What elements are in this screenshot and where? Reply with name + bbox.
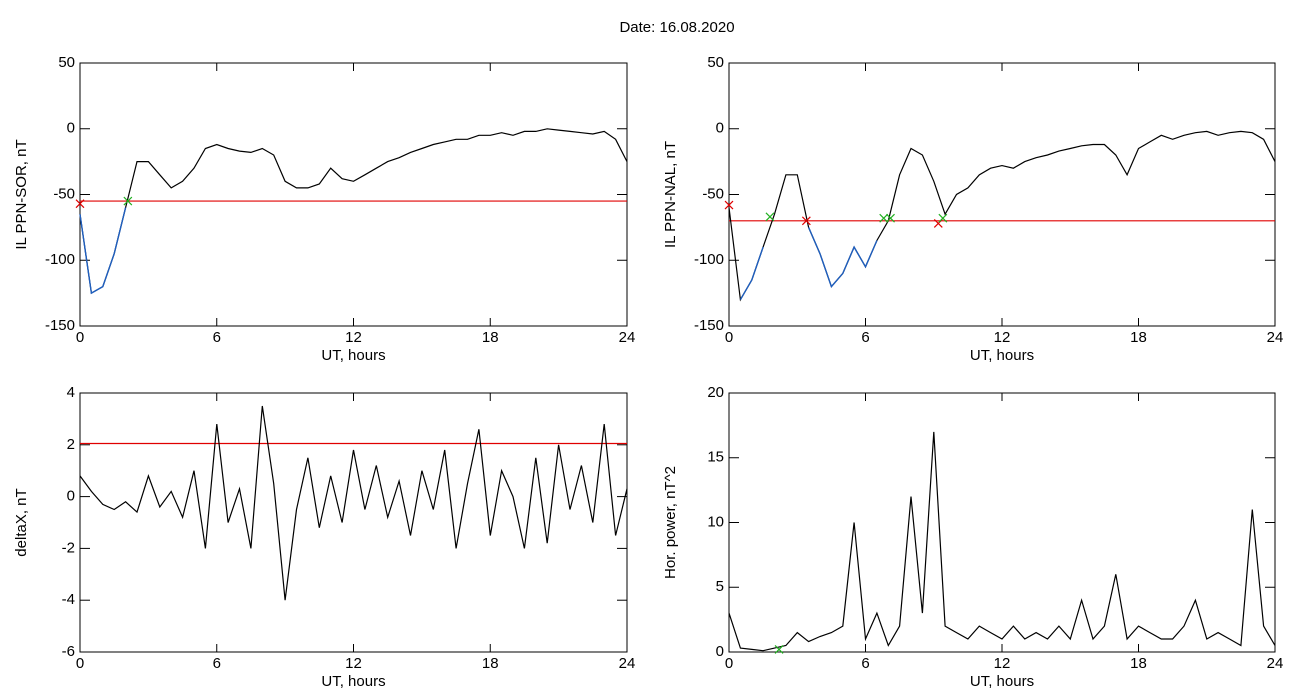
below-threshold-line [739, 246, 764, 301]
y-tick-label: 0 [716, 120, 724, 137]
figure-title: Date: 16.08.2020 [619, 19, 734, 36]
y-tick-label: -6 [62, 643, 75, 660]
x-tick-label: 6 [861, 329, 869, 346]
x-tick-label: 12 [994, 655, 1011, 672]
below-threshold-line [79, 207, 127, 295]
x-tick-label: 24 [619, 655, 636, 672]
y-axis-label: Hor. power, nT^2 [662, 466, 679, 579]
x-tick-label: 18 [1130, 655, 1147, 672]
y-tick-label: -150 [694, 317, 724, 334]
crossing-marker [774, 644, 784, 654]
x-axis-label: UT, hours [321, 347, 385, 364]
x-tick-label: 18 [482, 329, 499, 346]
y-tick-label: -2 [62, 539, 75, 556]
y-tick-label: 50 [58, 54, 75, 71]
x-tick-label: 6 [861, 655, 869, 672]
crossing-marker [123, 196, 133, 206]
y-tick-label: 5 [716, 578, 724, 595]
y-tick-label: 50 [707, 54, 724, 71]
y-tick-label: -100 [45, 251, 75, 268]
data-line [728, 431, 1276, 652]
x-tick-label: 18 [1130, 329, 1147, 346]
x-tick-label: 12 [345, 329, 362, 346]
y-tick-label: -4 [62, 591, 75, 608]
x-tick-label: 24 [619, 329, 636, 346]
x-tick-label: 12 [994, 329, 1011, 346]
y-tick-label: 10 [707, 513, 724, 530]
x-tick-label: 0 [725, 655, 733, 672]
x-tick-label: 12 [345, 655, 362, 672]
x-tick-label: 0 [76, 655, 84, 672]
crossing-marker [801, 216, 811, 226]
y-axis-label: IL PPN-SOR, nT [13, 139, 30, 249]
y-tick-label: -50 [53, 185, 75, 202]
data-line [79, 128, 628, 295]
y-axis-label: deltaX, nT [13, 488, 30, 556]
crossing-marker [938, 213, 948, 223]
y-tick-label: 0 [716, 643, 724, 660]
crossing-marker [724, 200, 734, 210]
y-tick-label: 0 [67, 120, 75, 137]
x-tick-label: 24 [1267, 329, 1284, 346]
below-threshold-line [807, 227, 878, 288]
crossing-marker [75, 199, 85, 209]
y-tick-label: -100 [694, 251, 724, 268]
y-tick-label: 4 [67, 384, 75, 401]
y-tick-label: 0 [67, 488, 75, 505]
y-tick-label: 15 [707, 449, 724, 466]
x-tick-label: 6 [213, 655, 221, 672]
crossing-marker [886, 213, 895, 223]
data-line [79, 405, 628, 601]
x-tick-label: 24 [1267, 655, 1284, 672]
x-tick-label: 6 [213, 329, 221, 346]
y-axis-label: IL PPN-NAL, nT [662, 141, 679, 248]
x-axis-label: UT, hours [321, 673, 385, 690]
x-tick-label: 18 [482, 655, 499, 672]
crossing-marker [765, 212, 775, 222]
x-tick-label: 0 [76, 329, 84, 346]
x-axis-label: UT, hours [970, 347, 1034, 364]
y-tick-label: -150 [45, 317, 75, 334]
crossing-marker [879, 213, 889, 223]
y-tick-label: 2 [67, 436, 75, 453]
x-tick-label: 0 [725, 329, 733, 346]
y-tick-label: -50 [702, 185, 724, 202]
y-tick-label: 20 [707, 384, 724, 401]
x-axis-label: UT, hours [970, 673, 1034, 690]
